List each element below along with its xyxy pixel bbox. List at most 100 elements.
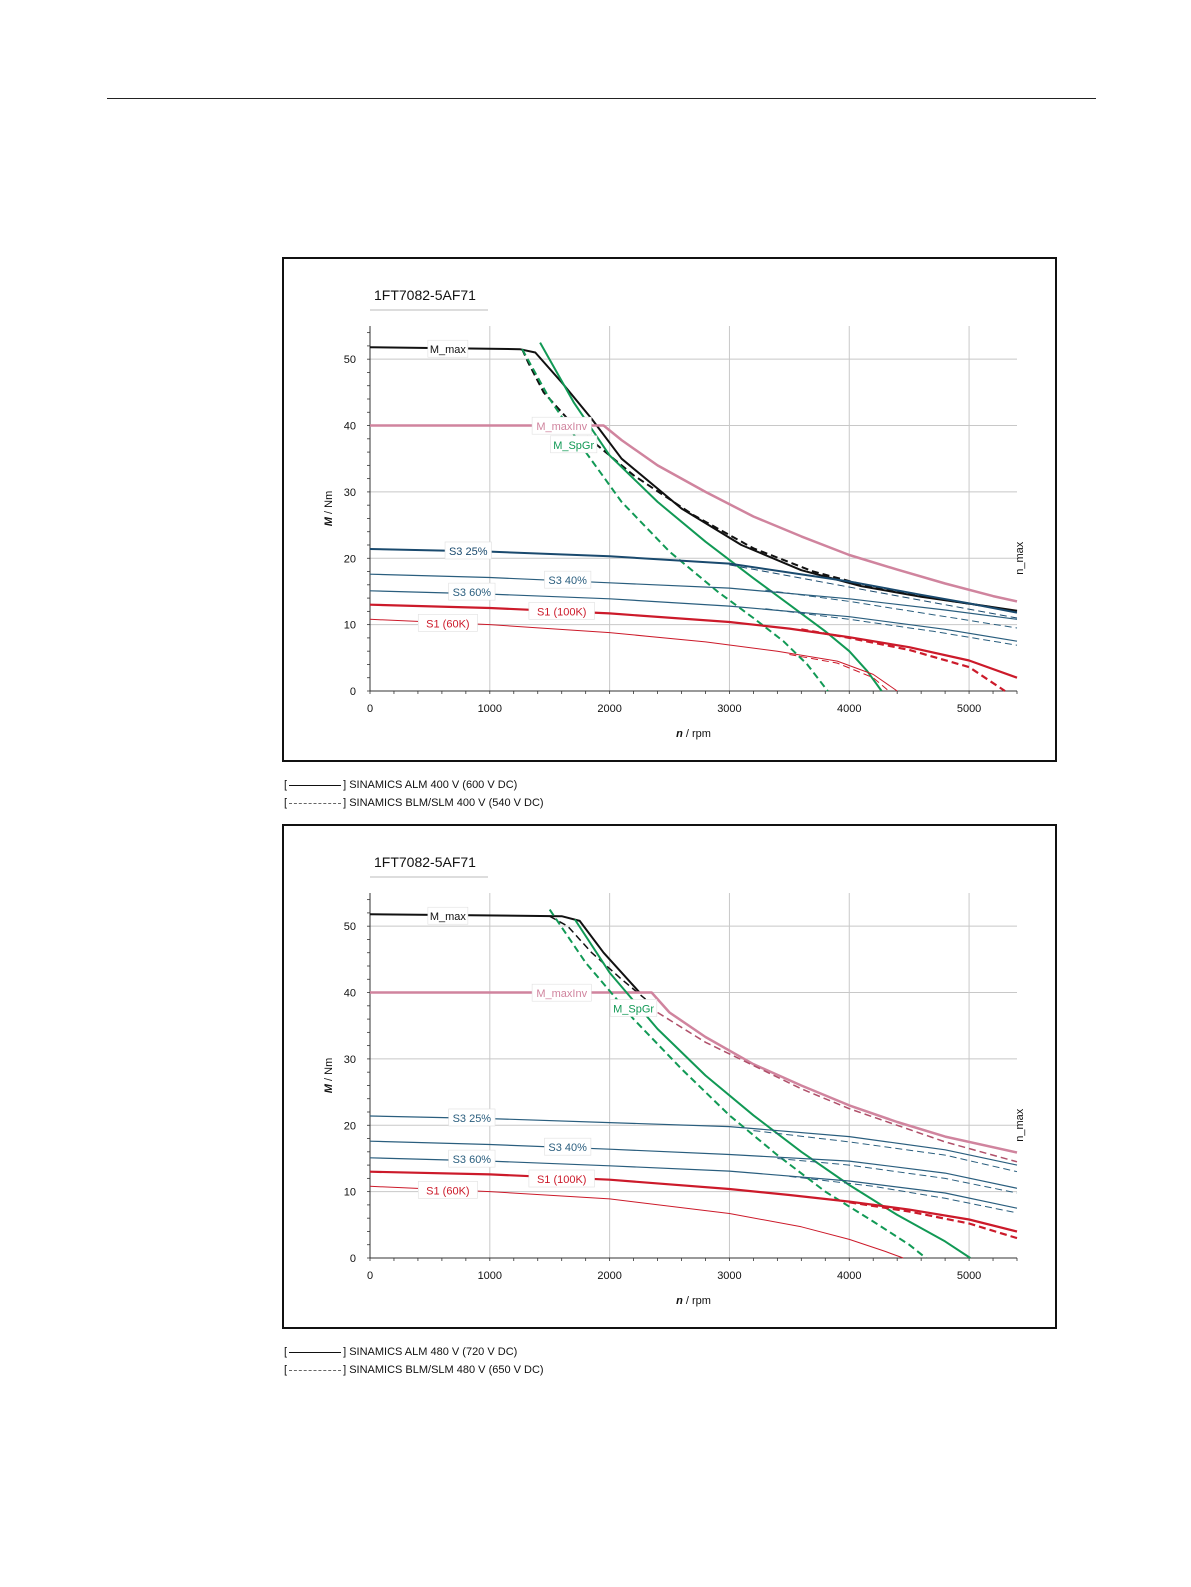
chart-1-x-tick-label: 2000 [597, 703, 621, 715]
chart-1-series-s3-40-dashed [765, 589, 1018, 629]
legend-bracket-open: [ [284, 1364, 288, 1376]
chart-1-series-s3-40-solid [369, 573, 1018, 620]
solid-line-swatch [289, 1351, 342, 1353]
chart-1-series-s1-60k-solid [369, 618, 898, 692]
chart-2-curve-label-bg [528, 1169, 595, 1188]
chart-1-curve-label-group: S1 (100K) [528, 602, 595, 620]
chart-1-curve-label-bg [550, 435, 598, 454]
chart-2-series-s3-40-dashed [777, 1158, 1018, 1194]
legend-2-solid-text: SINAMICS ALM 480 V (720 V DC) [349, 1346, 518, 1358]
chart-1-series-m-max-solid [369, 346, 1018, 612]
legend-1-solid-text: SINAMICS ALM 400 V (600 V DC) [349, 779, 518, 791]
chart-1-y-axis-label: M / Nm [323, 491, 335, 526]
chart-2-series-m-maxinv-dashed [657, 1011, 1018, 1163]
chart-2-n-max-label: n_max [1014, 1108, 1026, 1142]
chart-1-curve-label-bg [448, 582, 496, 601]
chart-1-curve-label: S3 25% [449, 546, 488, 558]
chart-1-x-tick-label: 4000 [837, 703, 861, 715]
legend-1-solid-row: [] SINAMICS ALM 400 V (600 V DC) [284, 776, 544, 794]
chart-1-y-tick-label: 0 [350, 686, 356, 698]
legend-bracket-open: [ [284, 779, 288, 791]
dashed-line-swatch [289, 1369, 342, 1371]
chart-1-x-axis-label: n / rpm [676, 728, 711, 740]
chart-2-curve-label-group: M_max [427, 906, 469, 925]
chart-2-y-tick-label: 20 [344, 1120, 356, 1132]
legend-2-dash-row: [] SINAMICS BLM/SLM 480 V (650 V DC) [284, 1361, 544, 1379]
chart-2-curve-label-bg [610, 999, 658, 1017]
chart-2-series-m-max-dashed [549, 915, 647, 1000]
chart-1-y-tick-label: 10 [344, 620, 356, 632]
chart-2-series-s1-100k-dashed [849, 1201, 1018, 1240]
chart-2-series-m-maxinv-solid [370, 991, 1018, 1154]
chart-1-legend: [] SINAMICS ALM 400 V (600 V DC) [] SINA… [284, 776, 544, 812]
chart-1-curve-label: S1 (60K) [426, 618, 469, 630]
chart-2-x-axis-label: n / rpm [676, 1295, 711, 1307]
chart-2-curve-label: S3 40% [548, 1142, 587, 1154]
chart-1-y-tick-label: 40 [344, 421, 356, 433]
chart-1-curve-label-group: S1 (60K) [417, 614, 478, 632]
chart-2-curve-label: S3 60% [453, 1154, 492, 1166]
chart-2-series-s3-60-dashed [789, 1175, 1018, 1214]
chart-2-curve-label: S1 (60K) [426, 1185, 469, 1197]
torque-speed-chart-1: 1FT7082-5AF71 0 1000 2000 3000 4000 5000 0 10 20 3… [282, 257, 1057, 762]
chart-2-curve-label-group: S3 60% [448, 1149, 496, 1168]
chart-1-series-m-max-dashed [521, 348, 1018, 613]
chart-2-x-tick-label: 0 [367, 1270, 373, 1282]
chart-2-curve-label: M_maxInv [536, 988, 587, 1000]
chart-1-x-tick-label: 3000 [717, 703, 741, 715]
chart-1-series-m-spgr-dashed [521, 348, 829, 692]
chart-1-curve-label: M_maxInv [536, 421, 587, 433]
chart-2-curve-label-group: M_maxInv [531, 983, 592, 1002]
chart-1-series-s3-25-dashed [729, 564, 1018, 619]
chart-1-x-tick-label: 1000 [478, 703, 502, 715]
legend-1-dash-row: [] SINAMICS BLM/SLM 400 V (540 V DC) [284, 794, 544, 812]
solid-line-swatch [289, 784, 342, 786]
chart-2-x-tick-label: 4000 [837, 1270, 861, 1282]
chart-2-series-m-spgr-dashed [548, 909, 927, 1259]
legend-bracket-open: [ [284, 1346, 288, 1358]
chart-1-y-tick-label: 50 [344, 354, 356, 366]
chart-2-curve-label-bg [448, 1149, 496, 1168]
legend-bracket-open: [ [284, 797, 288, 809]
legend-2-dash-text: SINAMICS BLM/SLM 480 V (650 V DC) [349, 1364, 544, 1376]
chart-2-series-m-spgr-solid [574, 918, 971, 1259]
chart-2-x-tick-label: 5000 [957, 1270, 981, 1282]
chart-1-series-s3-25-solid [369, 548, 1018, 614]
chart-2-curve-label-bg [427, 906, 469, 925]
chart-1-x-tick-label: 5000 [957, 703, 981, 715]
dashed-line-swatch [289, 802, 342, 804]
chart-1-curve-label-bg [544, 570, 592, 589]
chart-2-title: 1FT7082-5AF71 [374, 854, 476, 870]
chart-2-series-s1-100k-solid [369, 1170, 1018, 1233]
chart-2-series-m-max-solid [369, 913, 641, 994]
chart-2-curve-label: M_SpGr [613, 1003, 654, 1015]
chart-1-curve-label-group: M_SpGr [550, 435, 598, 454]
legend-bracket-close: ] [343, 779, 347, 791]
chart-2-legend: [] SINAMICS ALM 480 V (720 V DC) [] SINA… [284, 1343, 544, 1379]
chart-1-curve-label: S3 40% [548, 575, 587, 587]
chart-2-y-tick-label: 0 [350, 1253, 356, 1265]
top-rule [107, 98, 1096, 99]
chart-1-curve-label: M_SpGr [553, 440, 594, 452]
chart-2-curve-label-bg [417, 1181, 478, 1199]
torque-speed-chart-2: 1FT7082-5AF71 0 1000 2000 3000 4000 5000 0 10 20 3… [282, 824, 1057, 1329]
chart-1-curve-label-group: S3 25% [444, 541, 492, 560]
chart-2-curve-label: S1 (100K) [537, 1174, 587, 1186]
chart-1-curve-label: S3 60% [453, 587, 492, 599]
chart-2-y-tick-label: 10 [344, 1187, 356, 1199]
chart-2-curve-label-group: S3 25% [448, 1108, 496, 1127]
chart-1-curve-label-group: S3 40% [544, 570, 592, 589]
chart-2-svg: 1FT7082-5AF71 0 1000 2000 3000 4000 5000 0 10 20 3… [323, 854, 1026, 1307]
chart-1-curve-label-group: M_maxInv [531, 416, 592, 435]
chart-1-svg: 1FT7082-5AF71 0 1000 2000 3000 4000 5000 0 10 20 3… [323, 287, 1026, 740]
chart-2-curve-label-group: S1 (60K) [417, 1181, 478, 1199]
chart-1-curve-label-bg [427, 339, 469, 358]
chart-2-curve-label: S3 25% [453, 1113, 492, 1125]
chart-2-y-tick-label: 30 [344, 1054, 356, 1066]
chart-2-curve-label-bg [448, 1108, 496, 1127]
chart-2-series-s3-25-dashed [753, 1130, 1018, 1173]
chart-2-curve-label-group: S1 (100K) [528, 1169, 595, 1188]
chart-1-y-tick-label: 20 [344, 553, 356, 565]
chart-1-curve-label: M_max [430, 344, 467, 356]
chart-1-curve-label-group: S3 60% [448, 582, 496, 601]
